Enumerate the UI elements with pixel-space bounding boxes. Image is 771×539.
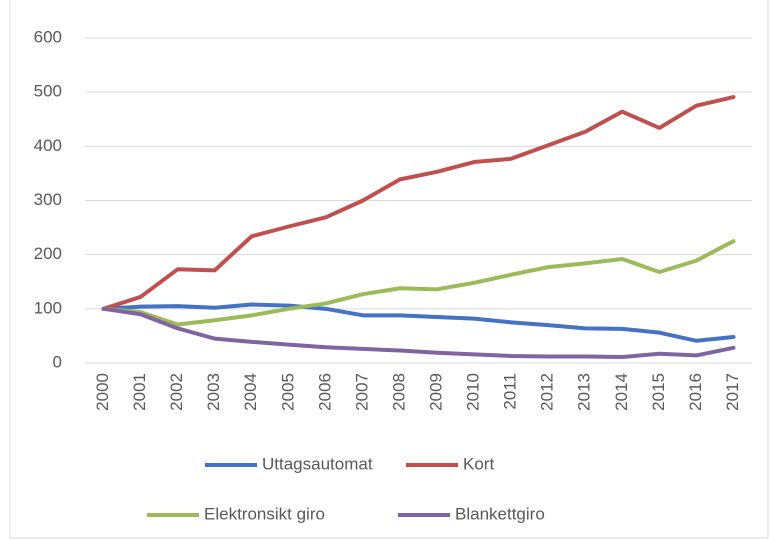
legend-label: Blankettgiro bbox=[455, 504, 545, 523]
x-tick-label: 2016 bbox=[686, 373, 705, 411]
y-tick-label: 600 bbox=[34, 27, 62, 46]
series-line bbox=[101, 95, 736, 311]
series-line bbox=[101, 302, 736, 343]
x-tick-label: 2010 bbox=[464, 373, 483, 411]
x-tick-label: 2015 bbox=[649, 373, 668, 411]
x-tick-label: 2001 bbox=[130, 373, 149, 411]
x-tick-label: 2000 bbox=[93, 373, 112, 411]
x-tick-label: 2013 bbox=[575, 373, 594, 411]
x-tick-label: 2004 bbox=[241, 373, 260, 411]
legend-label: Elektronsikt giro bbox=[204, 504, 325, 523]
series-line bbox=[101, 239, 736, 327]
y-tick-label: 100 bbox=[34, 298, 62, 317]
x-tick-label: 2002 bbox=[167, 373, 186, 411]
chart-frame bbox=[9, 0, 769, 539]
x-tick-label: 2003 bbox=[204, 373, 223, 411]
y-tick-label: 500 bbox=[34, 82, 62, 101]
x-tick-label: 2012 bbox=[538, 373, 557, 411]
y-tick-label: 200 bbox=[34, 244, 62, 263]
x-tick-label: 2008 bbox=[389, 373, 408, 411]
y-tick-label: 400 bbox=[34, 136, 62, 155]
y-tick-label: 300 bbox=[34, 190, 62, 209]
series-line bbox=[101, 306, 736, 360]
x-tick-label: 2011 bbox=[501, 373, 520, 410]
legend-label: Uttagsautomat bbox=[262, 454, 373, 473]
legend-label: Kort bbox=[463, 454, 494, 473]
x-tick-label: 2009 bbox=[427, 373, 446, 411]
x-tick-label: 2005 bbox=[278, 373, 297, 411]
x-tick-label: 2017 bbox=[723, 373, 742, 411]
y-tick-label: 0 bbox=[53, 352, 62, 371]
x-tick-label: 2014 bbox=[612, 373, 631, 411]
x-tick-label: 2007 bbox=[352, 373, 371, 411]
x-tick-label: 2006 bbox=[315, 373, 334, 411]
